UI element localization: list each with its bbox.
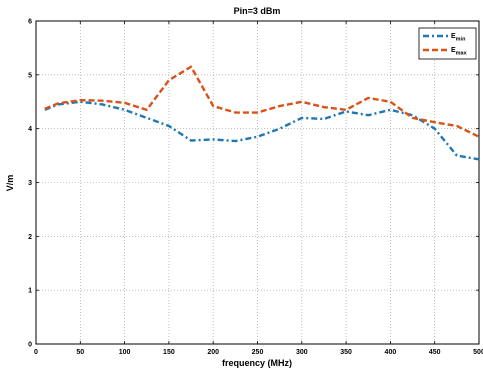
x-tick-label: 400: [385, 349, 397, 356]
x-axis-label: frequency (MHz): [222, 358, 292, 368]
series-line-e-min: [44, 100, 480, 161]
legend-box: [418, 27, 477, 60]
y-tick-label: 4: [28, 126, 32, 133]
series-lines: [44, 65, 480, 161]
x-tick-label: 500: [473, 349, 483, 356]
y-axis-label: V/m: [5, 175, 15, 192]
y-tick-label: 2: [28, 234, 32, 241]
legend: Emin Emax: [418, 27, 477, 60]
legend-label: Emin: [451, 33, 466, 43]
grid-lines: [36, 21, 479, 344]
series-line-e-max: [44, 65, 480, 138]
legend-label: Emax: [451, 47, 468, 57]
axis-ticks: 0 50 100 150 200 250 300 350 400 450 500 0 1 2 3 4 5 6: [28, 19, 483, 357]
x-tick-label: 100: [119, 349, 131, 356]
x-tick-label: 150: [163, 349, 175, 356]
x-tick-label: 200: [207, 349, 219, 356]
x-tick-label: 450: [429, 349, 441, 356]
x-tick-label: 50: [76, 349, 84, 356]
y-tick-label: 3: [28, 180, 32, 187]
chart-title: Pin=3 dBm: [234, 6, 281, 16]
y-tick-label: 6: [28, 19, 32, 26]
y-tick-label: 5: [28, 72, 32, 79]
x-tick-label: 350: [340, 349, 352, 356]
y-tick-label: 0: [28, 342, 32, 349]
y-tick-label: 1: [28, 288, 32, 295]
x-tick-label: 300: [296, 349, 308, 356]
x-tick-label: 0: [34, 349, 38, 356]
x-tick-label: 250: [252, 349, 264, 356]
